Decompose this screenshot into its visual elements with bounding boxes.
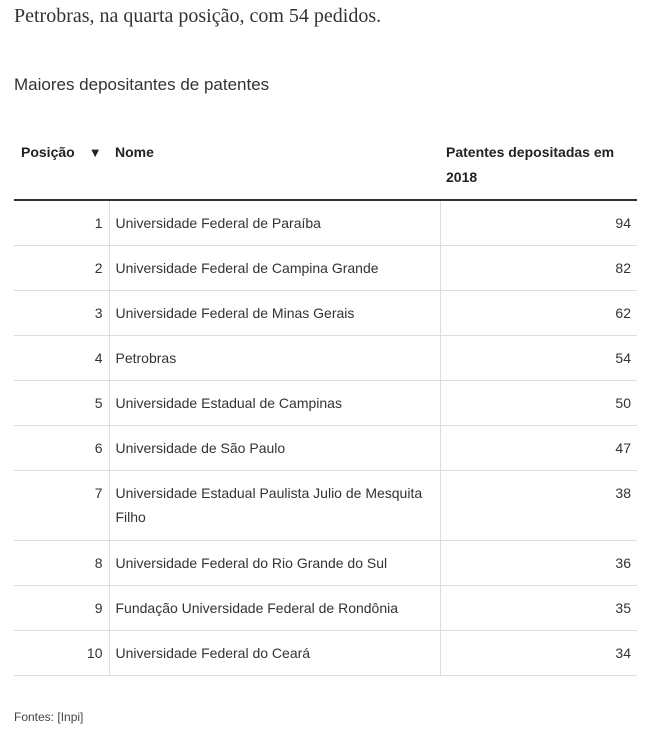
cell-name: Universidade Federal de Minas Gerais: [109, 290, 441, 336]
cell-position: 8: [14, 540, 110, 586]
table-row: 10 Universidade Federal do Ceará 34: [14, 630, 637, 676]
table-title: Maiores depositantes de patentes: [14, 75, 270, 94]
cell-patents: 62: [440, 290, 637, 336]
table-row: 7 Universidade Estadual Paulista Julio de…: [14, 470, 637, 541]
cell-position: 7: [14, 470, 110, 541]
cell-position: 3: [14, 290, 110, 336]
column-header-label: Posição: [21, 144, 75, 160]
column-header-name[interactable]: Nome: [109, 138, 440, 201]
cell-position: 6: [14, 425, 110, 471]
article-paragraph: Petrobras, na quarta posição, com 54 ped…: [14, 5, 382, 27]
cell-patents: 35: [440, 585, 637, 631]
table-row: 2 Universidade Federal de Campina Grande 8…: [14, 245, 637, 291]
table-header-row: Posição ▼ Nome Patentes depositadas em 20…: [14, 138, 637, 201]
table-row: 8 Universidade Federal do Rio Grande do S…: [14, 540, 637, 586]
cell-name: Universidade Federal do Rio Grande do Su…: [109, 540, 441, 586]
cell-name: Petrobras: [109, 335, 441, 381]
cell-name: Universidade Estadual Paulista Julio de …: [109, 470, 441, 541]
cell-name: Universidade Federal de Campina Grande: [109, 245, 441, 291]
cell-patents: 34: [440, 630, 637, 676]
column-header-patents[interactable]: Patentes depositadas em 2018: [440, 138, 637, 201]
cell-position: 10: [14, 630, 110, 676]
cell-patents: 36: [440, 540, 637, 586]
table-row: 5 Universidade Estadual de Campinas 50: [14, 380, 637, 426]
cell-name: Universidade Estadual de Campinas: [109, 380, 441, 426]
table-row: 9 Fundação Universidade Federal de Rondôn…: [14, 585, 637, 631]
cell-patents: 50: [440, 380, 637, 426]
cell-patents: 94: [440, 200, 637, 246]
patents-table: Posição ▼ Nome Patentes depositadas em 20…: [14, 138, 637, 676]
column-header-position[interactable]: Posição ▼: [14, 138, 109, 201]
cell-patents: 47: [440, 425, 637, 471]
cell-position: 5: [14, 380, 110, 426]
cell-position: 2: [14, 245, 110, 291]
cell-name: Universidade Federal de Paraíba: [109, 200, 441, 246]
cell-position: 1: [14, 200, 110, 246]
table-row: 6 Universidade de São Paulo 47: [14, 425, 637, 471]
table-row: 1 Universidade Federal de Paraíba 94: [14, 200, 637, 246]
source-note: Fontes: [Inpi]: [14, 710, 84, 724]
cell-name: Fundação Universidade Federal de Rondôni…: [109, 585, 441, 631]
table-row: 3 Universidade Federal de Minas Gerais 62: [14, 290, 637, 336]
sort-descending-icon[interactable]: ▼: [88, 145, 102, 160]
cell-position: 9: [14, 585, 110, 631]
cell-patents: 38: [440, 470, 637, 541]
cell-patents: 54: [440, 335, 637, 381]
cell-position: 4: [14, 335, 110, 381]
table-row: 4 Petrobras 54: [14, 335, 637, 381]
cell-name: Universidade de São Paulo: [109, 425, 441, 471]
cell-patents: 82: [440, 245, 637, 291]
cell-name: Universidade Federal do Ceará: [109, 630, 441, 676]
